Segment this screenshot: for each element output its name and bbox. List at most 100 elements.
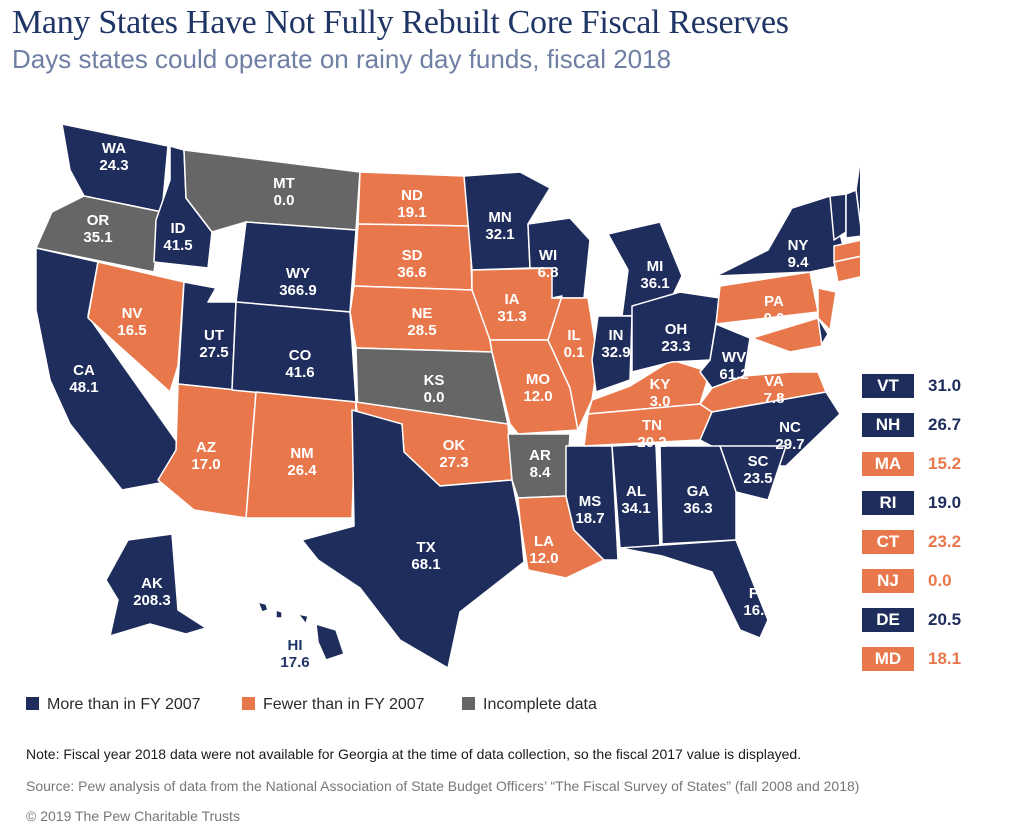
state-va-code: VA — [764, 373, 784, 390]
state-nv-value: 16.5 — [117, 322, 146, 339]
legend-more-swatch — [26, 697, 39, 710]
state-nm-code: NM — [290, 445, 313, 462]
state-md — [751, 317, 823, 353]
state-or-value: 35.1 — [83, 229, 112, 246]
state-mo-value: 12.0 — [523, 388, 552, 405]
state-mn-code: MN — [488, 209, 511, 226]
state-ny — [715, 195, 849, 277]
state-ga-value: 36.3 — [683, 500, 712, 517]
state-wy-value: 366.9 — [279, 282, 317, 299]
state-va-value: 7.8 — [764, 390, 785, 407]
legend-fewer: Fewer than in FY 2007 — [242, 696, 425, 716]
state-tx-value: 68.1 — [411, 556, 440, 573]
state-tx-code: TX — [416, 539, 435, 556]
legend-incomplete: Incomplete data — [462, 696, 597, 716]
small-state-code-de: DE — [862, 608, 914, 632]
legend-incomplete-label: Incomplete data — [483, 696, 597, 713]
state-mt-code: MT — [273, 175, 295, 192]
state-mn-value: 32.1 — [485, 226, 514, 243]
state-az-code: AZ — [196, 439, 216, 456]
state-pa-code: PA — [764, 293, 784, 310]
state-in-value: 32.9 — [601, 344, 630, 361]
state-co-value: 41.6 — [285, 364, 314, 381]
state-hi-code: HI — [288, 637, 303, 654]
state-ar-code: AR — [529, 447, 551, 464]
legend-fewer-swatch — [242, 697, 255, 710]
copyright-line: © 2019 The Pew Charitable Trusts — [26, 808, 240, 824]
state-co-code: CO — [289, 347, 312, 364]
state-ma — [833, 239, 860, 263]
state-sc-value: 23.5 — [743, 470, 772, 487]
state-sd-value: 36.6 — [397, 264, 426, 281]
state-mt-value: 0.0 — [274, 192, 295, 209]
state-sd-code: SD — [402, 247, 423, 264]
state-il-value: 0.1 — [564, 344, 585, 361]
state-ut-value: 27.5 — [199, 344, 228, 361]
state-ca-code: CA — [73, 362, 95, 379]
chart-title: Many States Have Not Fully Rebuilt Core … — [12, 4, 789, 41]
legend-fewer-label: Fewer than in FY 2007 — [263, 696, 425, 713]
state-nv — [87, 261, 185, 393]
us-states-map: WA24.3OR35.1CA48.1ID41.5NV16.5MT0.0WY366… — [35, 123, 860, 671]
small-state-value-md: 18.1 — [928, 649, 962, 668]
small-state-value-nj: 0.0 — [928, 571, 952, 590]
state-ak-value: 208.3 — [133, 592, 171, 609]
state-ky-code: KY — [650, 376, 671, 393]
state-ia-code: IA — [505, 291, 520, 308]
state-la-value: 12.0 — [529, 550, 558, 567]
state-va — [699, 371, 827, 413]
state-oh-value: 23.3 — [661, 338, 690, 355]
state-nd-code: ND — [401, 187, 423, 204]
small-state-code-vt: VT — [862, 374, 914, 398]
state-tn-value: 20.2 — [637, 434, 666, 451]
state-ca-value: 48.1 — [69, 379, 98, 396]
state-tx — [301, 409, 525, 669]
small-state-value-ct: 23.2 — [928, 532, 962, 551]
chart-subtitle: Days states could operate on rainy day f… — [12, 44, 672, 74]
state-ks-value: 0.0 — [424, 389, 445, 406]
state-ga-code: GA — [687, 483, 710, 500]
footnote: Note: Fiscal year 2018 data were not ava… — [26, 746, 802, 762]
state-nc-code: NC — [779, 419, 801, 436]
small-state-value-de: 20.5 — [928, 610, 962, 629]
source-line: Source: Pew analysis of data from the Na… — [26, 778, 860, 794]
state-ms-value: 18.7 — [575, 510, 604, 527]
state-ak-code: AK — [141, 575, 163, 592]
state-ct — [833, 255, 860, 283]
state-wi-value: 6.8 — [538, 264, 559, 281]
state-in-code: IN — [609, 327, 624, 344]
state-id-code: ID — [171, 220, 186, 237]
state-wv-value: 61.2 — [719, 366, 748, 383]
state-nd-value: 19.1 — [397, 204, 426, 221]
small-state-value-ri: 19.0 — [928, 493, 962, 512]
state-wa-code: WA — [102, 140, 126, 157]
state-mt — [183, 149, 361, 233]
state-ut-code: UT — [204, 327, 224, 344]
state-il-code: IL — [567, 327, 580, 344]
state-ok-code: OK — [443, 437, 466, 454]
state-az-value: 17.0 — [191, 456, 220, 473]
state-id-value: 41.5 — [163, 237, 192, 254]
small-state-code-ma: MA — [862, 452, 914, 476]
state-wy-code: WY — [286, 265, 310, 282]
state-nc-value: 29.7 — [775, 436, 804, 453]
state-mi-code: MI — [647, 258, 664, 275]
state-fl — [619, 539, 769, 639]
state-tn-code: TN — [642, 417, 662, 434]
state-nm — [245, 391, 357, 519]
small-state-value-nh: 26.7 — [928, 415, 962, 434]
small-state-code-ct: CT — [862, 530, 914, 554]
state-me — [855, 156, 860, 227]
state-wa-value: 24.3 — [99, 157, 128, 174]
state-ne-value: 28.5 — [407, 322, 436, 339]
state-sc-code: SC — [748, 453, 769, 470]
state-mi-value: 36.1 — [640, 275, 669, 292]
legend-more-label: More than in FY 2007 — [47, 696, 201, 713]
state-nj — [817, 287, 837, 331]
state-nh — [845, 189, 860, 239]
state-mo-code: MO — [526, 371, 550, 388]
state-ms-code: MS — [579, 493, 602, 510]
state-hi — [257, 601, 345, 661]
small-state-value-vt: 31.0 — [928, 376, 962, 395]
state-pa-value: 0.0 — [764, 310, 785, 327]
